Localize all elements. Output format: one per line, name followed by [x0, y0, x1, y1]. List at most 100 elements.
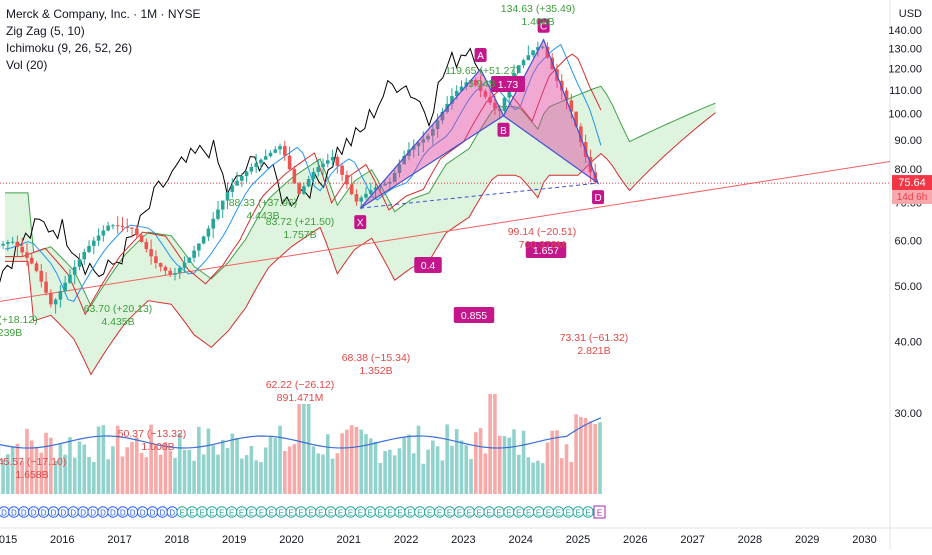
x-tick-label: 2024 — [508, 534, 532, 546]
candle-body — [297, 183, 301, 193]
upcoming-earnings-marker: E — [594, 506, 605, 518]
x-tick-label: 2029 — [795, 534, 819, 546]
marker-letter: E — [397, 509, 402, 518]
volume-bar — [493, 394, 497, 494]
zigzag-label: 119.65 (+51.27) — [445, 65, 519, 77]
volume-bar — [374, 442, 378, 494]
volume-bar — [593, 424, 597, 494]
volume-bar — [87, 457, 91, 494]
marker-letter: D — [130, 509, 136, 518]
candle-body — [30, 258, 34, 264]
candle-body — [273, 149, 277, 152]
volume-bar — [359, 430, 363, 494]
volume-bar — [350, 425, 354, 494]
candle-body — [221, 201, 225, 210]
marker-letter: D — [31, 509, 37, 518]
candle-body — [25, 252, 29, 257]
volume-bar — [407, 435, 411, 494]
ratio-label: 0.4 — [421, 260, 436, 272]
candle-body — [154, 256, 158, 263]
volume-bar — [383, 451, 387, 494]
y-tick-label: 80.00 — [894, 164, 922, 176]
candle-body — [92, 241, 96, 246]
volume-bar — [426, 450, 430, 494]
marker-letter: E — [486, 509, 491, 518]
candle-body — [240, 176, 244, 181]
volume-bar — [450, 446, 454, 494]
marker-letter: D — [140, 509, 146, 518]
y-tick-label: 140.00 — [888, 25, 922, 37]
candle-body — [116, 225, 120, 226]
marker-letter: D — [61, 509, 67, 518]
candle-body — [130, 228, 134, 229]
volume-bar — [111, 446, 115, 494]
volume-bar — [307, 404, 311, 494]
volume-bar — [546, 443, 550, 494]
candle-body — [20, 247, 24, 252]
candle-body — [149, 249, 153, 256]
candle-body — [140, 235, 144, 242]
candle-body — [145, 242, 149, 249]
volume-bar — [197, 427, 201, 494]
indicator-volume[interactable]: Vol (20) — [6, 57, 201, 74]
marker-letter: E — [338, 509, 343, 518]
volume-bar — [598, 422, 602, 494]
candle-body — [355, 194, 359, 201]
marker-letter: D — [70, 509, 76, 518]
marker-letter: E — [496, 509, 501, 518]
marker-letter: E — [199, 509, 204, 518]
zigzag-label: 134.63 (+35.49) — [501, 3, 575, 15]
volume-bar — [226, 448, 230, 494]
volume-bar — [498, 436, 502, 494]
candle-body — [216, 210, 220, 219]
marker-letter: E — [298, 509, 303, 518]
indicator-ichimoku[interactable]: Ichimoku (9, 26, 52, 26) — [6, 40, 201, 57]
x-tick-label: 2027 — [680, 534, 704, 546]
zigzag-label: 63.70 (+20.13) — [84, 303, 153, 315]
zigzag-label: 99.14 (−20.51) — [508, 226, 577, 238]
candle-body — [106, 226, 110, 231]
candle-body — [207, 229, 211, 237]
volume-bar — [570, 462, 574, 494]
volume-bar — [11, 446, 15, 494]
volume-bar — [125, 447, 129, 494]
zigzag-label: (+18.12) — [0, 314, 38, 326]
marker-letter: E — [387, 509, 392, 518]
currency-label[interactable]: USD — [899, 8, 922, 20]
candle-body — [168, 271, 172, 275]
indicator-zigzag[interactable]: Zig Zag (5, 10) — [6, 23, 201, 40]
zigzag-label: 5.94B — [468, 78, 495, 90]
marker-letter: E — [180, 509, 185, 518]
volume-bar — [321, 455, 325, 494]
candle-body — [87, 246, 91, 252]
x-tick-label: 2026 — [623, 534, 647, 546]
volume-bar — [436, 446, 440, 494]
volume-bar — [283, 451, 287, 494]
candle-body — [63, 283, 67, 291]
candle-body — [326, 160, 330, 163]
candle-body — [264, 156, 268, 159]
candle-body — [369, 190, 373, 194]
pattern-point-d: D — [592, 190, 604, 204]
volume-bar — [278, 426, 282, 494]
ratio-badge: 1.73 — [491, 76, 525, 92]
marker-letter: E — [308, 509, 313, 518]
volume-bar — [259, 462, 263, 494]
candle-body — [125, 227, 129, 228]
y-tick-label: 40.00 — [894, 336, 922, 348]
volume-bar — [522, 431, 526, 494]
candle-body — [73, 267, 77, 275]
zigzag-label: 1.352B — [359, 365, 392, 377]
x-tick-label: 2015 — [0, 534, 17, 546]
marker-letter: D — [110, 509, 116, 518]
point-label: A — [477, 51, 484, 62]
volume-bar — [484, 453, 488, 494]
volume-bar — [173, 458, 177, 494]
x-tick-label: 2028 — [738, 534, 762, 546]
marker-letter: E — [189, 509, 194, 518]
volume-bar — [288, 446, 292, 494]
symbol-title[interactable]: Merck & Company, Inc. · 1M · NYSE — [6, 6, 201, 23]
candle-body — [111, 225, 115, 226]
